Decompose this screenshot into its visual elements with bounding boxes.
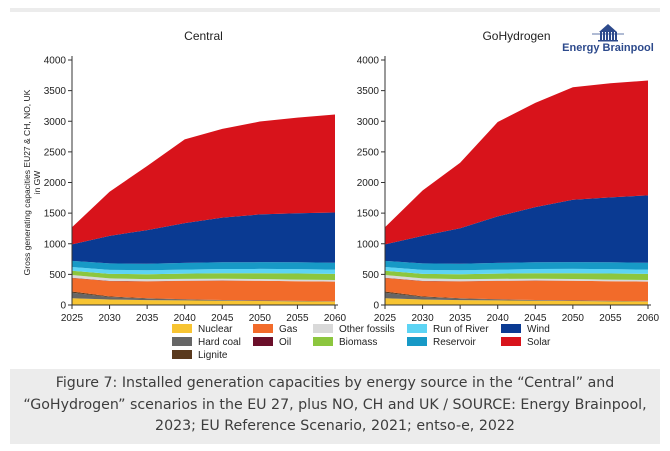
figure-caption: Figure 7: Installed generation capacitie…: [23, 375, 647, 434]
panel-2-x-tick-label: 2045: [524, 313, 547, 324]
legend-item-oil: Oil: [253, 337, 291, 348]
panel-1-area-nuclear: [72, 298, 335, 305]
panel-1-y-tick-label: 2000: [44, 178, 67, 189]
panel-2-y-tick-label: 3500: [357, 86, 380, 97]
legend-item-run-of-river: Run of River: [407, 324, 489, 335]
panel-1-y-tick-label: 1500: [44, 209, 67, 220]
panel-1-area-run-of-river: [72, 267, 335, 275]
y-axis-label-line-2: in GW: [32, 171, 42, 195]
legend-label-biomass: Biomass: [339, 337, 377, 348]
panel-2-y-tick-label: 3000: [357, 117, 380, 128]
legend-swatch-hard-coal: [172, 337, 192, 346]
legend-item-wind: Wind: [501, 324, 550, 335]
legend-swatch-lignite: [172, 350, 192, 359]
panel-2-x-tick-label: 2055: [599, 313, 622, 324]
panel-2-area-run-of-river: [385, 267, 648, 275]
panel-1-x-tick-label: 2025: [61, 313, 84, 324]
legend-swatch-reservoir: [407, 337, 427, 346]
panel-2-x-tick-label: 2025: [374, 313, 397, 324]
panel-1-y-tick-label: 4000: [44, 56, 67, 67]
panel-2-y-tick-label: 500: [362, 270, 379, 281]
legend-swatch-biomass: [313, 337, 333, 346]
panel-1-y-tick-label: 0: [60, 301, 66, 312]
panel-1-area-solar: [72, 114, 335, 245]
panel-2-y-tick-label: 0: [373, 301, 379, 312]
panel-2-y-tick-label: 2500: [357, 147, 380, 158]
panel-2-area-hard-coal: [385, 292, 648, 302]
panel-1-area-hard-coal: [72, 292, 335, 302]
panel-2-area-wind: [385, 195, 648, 264]
panel-1-x-tick-label: 2030: [98, 313, 121, 324]
y-axis-label: Gross generating capacities EU27 & CH, N…: [22, 89, 42, 275]
legend-item-solar: Solar: [501, 337, 551, 348]
panel-2-x-tick-label: 2050: [562, 313, 585, 324]
panel-1-area-wind: [72, 212, 335, 264]
energy-brainpool-logo: Energy Brainpool: [562, 24, 654, 54]
panel-1-area-biomass: [72, 270, 335, 281]
panel-2-title: GoHydrogen: [482, 29, 550, 43]
legend-item-nuclear: Nuclear: [172, 324, 233, 335]
panel-2-y-tick-label: 1500: [357, 209, 380, 220]
legend-swatch-other-fossils: [313, 324, 333, 333]
panel-2-y-tick-label: 1000: [357, 239, 380, 250]
legend-swatch-solar: [501, 337, 521, 346]
panel-1-area-gas: [72, 278, 335, 302]
panel-2-gohydrogen: 0 500 1000 1500 2000 2500 3000 3500 4000 2025 2030…: [357, 29, 660, 324]
legend-swatch-run-of-river: [407, 324, 427, 333]
panel-1-central: 0 500 1000 1500 2000 2500 3000 3500 4000 2025 2030…: [22, 29, 347, 324]
panel-2-area-solar: [385, 80, 648, 245]
legend-item-hard-coal: Hard coal: [172, 337, 241, 348]
panel-2-area-gas: [385, 278, 648, 302]
panel-2-y-tick-label: 4000: [357, 56, 380, 67]
panel-1-y-tick-label: 3500: [44, 86, 67, 97]
legend-label-nuclear: Nuclear: [198, 324, 233, 335]
panel-2-area-biomass: [385, 270, 648, 281]
panel-2-area-nuclear: [385, 298, 648, 305]
panel-1-area-reservoir: [72, 260, 335, 271]
legend-label-hard-coal: Hard coal: [198, 337, 241, 348]
legend-label-other-fossils: Other fossils: [339, 324, 395, 335]
legend-label-wind: Wind: [527, 324, 550, 335]
panel-1-y-tick-label: 3000: [44, 117, 67, 128]
chart-area: Energy Brainpool Nuclear Gas Other fossils…: [10, 12, 661, 369]
panel-1-x-tick-label: 2045: [211, 313, 234, 324]
panel-1-x-tick-label: 2040: [174, 313, 197, 324]
panel-2-x-tick-label: 2060: [637, 313, 660, 324]
legend-item-lignite: Lignite: [172, 350, 228, 361]
panel-2-y-tick-label: 2000: [357, 178, 380, 189]
logo-text: Energy Brainpool: [562, 42, 654, 54]
legend: Nuclear Gas Other fossils Run of River Wind H…: [172, 324, 551, 361]
legend-swatch-gas: [253, 324, 273, 333]
panel-2-x-tick-label: 2040: [487, 313, 510, 324]
legend-item-biomass: Biomass: [313, 337, 377, 348]
panel-1-y-tick-label: 1000: [44, 239, 67, 250]
legend-item-other-fossils: Other fossils: [313, 324, 395, 335]
legend-item-gas: Gas: [253, 324, 297, 335]
legend-label-reservoir: Reservoir: [433, 337, 476, 348]
y-axis-label-line-1: Gross generating capacities EU27 & CH, N…: [22, 89, 32, 275]
panel-1-area-other-fossils: [72, 274, 335, 282]
legend-swatch-oil: [253, 337, 273, 346]
panel-1-x-tick-label: 2035: [136, 313, 159, 324]
panel-1-y-tick-label: 500: [49, 270, 66, 281]
panel-1-x-tick-label: 2055: [286, 313, 309, 324]
legend-swatch-nuclear: [172, 324, 192, 333]
panel-2-x-tick-label: 2030: [411, 313, 434, 324]
panel-1-x-tick-label: 2060: [324, 313, 347, 324]
panel-2-area-reservoir: [385, 260, 648, 271]
legend-item-reservoir: Reservoir: [407, 337, 476, 348]
panel-1-x-tick-label: 2050: [249, 313, 272, 324]
legend-swatch-wind: [501, 324, 521, 333]
panel-1-title: Central: [184, 29, 223, 43]
legend-label-run-of-river: Run of River: [433, 324, 489, 335]
stacked-area-charts: Energy Brainpool Nuclear Gas Other fossils…: [22, 24, 660, 361]
panel-1-y-tick-label: 2500: [44, 147, 67, 158]
legend-label-oil: Oil: [279, 337, 291, 348]
legend-label-solar: Solar: [527, 337, 551, 348]
building-columns-logo: [592, 24, 624, 42]
panel-2-area-other-fossils: [385, 274, 648, 282]
panel-2-x-tick-label: 2035: [449, 313, 472, 324]
legend-label-gas: Gas: [279, 324, 297, 335]
legend-label-lignite: Lignite: [198, 350, 228, 361]
